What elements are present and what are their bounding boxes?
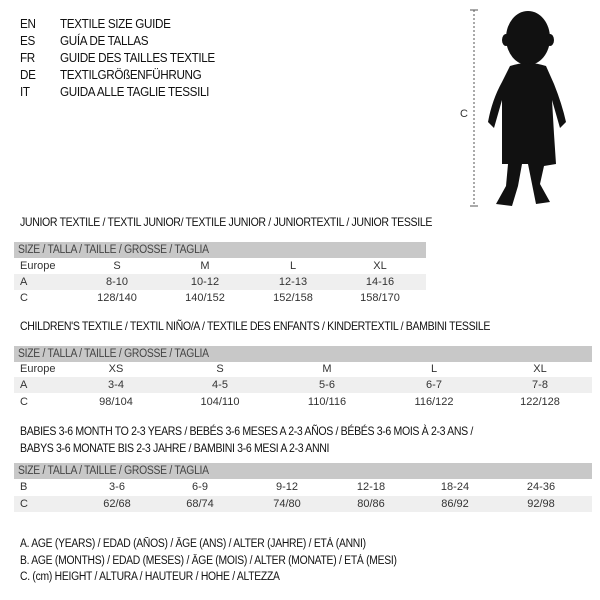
child-silhouette-icon bbox=[470, 9, 566, 207]
junior-title: JUNIOR TEXTILE / TEXTIL JUNIOR/ TEXTILE … bbox=[20, 215, 433, 229]
row-label: C bbox=[20, 396, 28, 408]
cell: 7-8 bbox=[532, 379, 548, 391]
cell: S bbox=[216, 363, 224, 375]
cell: XL bbox=[373, 260, 387, 272]
lang-code: IT bbox=[20, 84, 30, 99]
height-label: C bbox=[460, 108, 468, 120]
cell: 104/110 bbox=[200, 396, 240, 408]
cell: 14-16 bbox=[365, 276, 395, 288]
cell: 86/92 bbox=[441, 498, 469, 510]
table-row: Europe S M L XL bbox=[14, 258, 426, 274]
cell: S bbox=[113, 260, 121, 272]
cell: 92/98 bbox=[527, 498, 555, 510]
cell: 98/104 bbox=[99, 396, 133, 408]
lang-code: DE bbox=[20, 67, 36, 82]
babies-title-line1: BABIES 3-6 MONTH TO 2-3 YEARS / BEBÉS 3-… bbox=[20, 424, 473, 438]
table-row: C 128/140 140/152 152/158 158/170 bbox=[14, 290, 426, 306]
cell: 10-12 bbox=[190, 276, 220, 288]
row-label: A bbox=[20, 379, 28, 391]
lang-code: FR bbox=[20, 50, 35, 65]
legend-item-a: A. AGE (YEARS) / EDAD (AÑOS) / ÂGE (ANS)… bbox=[20, 538, 366, 550]
table-row: A 3-4 4-5 5-6 6-7 7-8 bbox=[14, 377, 592, 393]
legend-item-b: B. AGE (MONTHS) / EDAD (MESES) / ÂGE (MO… bbox=[20, 555, 397, 567]
table-row: A 8-10 10-12 12-13 14-16 bbox=[14, 274, 426, 290]
cell: XL bbox=[533, 363, 547, 375]
cell: 74/80 bbox=[273, 498, 301, 510]
lang-code: EN bbox=[20, 16, 36, 31]
row-label: Europe bbox=[20, 260, 56, 272]
size-header: SIZE / TALLA / TAILLE / GRÖSSE / TAGLIA bbox=[18, 244, 209, 256]
cell: XS bbox=[108, 363, 124, 375]
cell: 62/68 bbox=[103, 498, 131, 510]
row-label: C bbox=[20, 292, 28, 304]
cell: 6-9 bbox=[192, 481, 208, 493]
size-header: SIZE / TALLA / TAILLE / GRÖSSE / TAGLIA bbox=[18, 348, 209, 360]
cell: 6-7 bbox=[426, 379, 442, 391]
cell: 12-18 bbox=[356, 481, 386, 493]
table-row: Europe XS S M L XL bbox=[14, 361, 592, 377]
cell: 12-13 bbox=[278, 276, 308, 288]
cell: 3-4 bbox=[108, 379, 124, 391]
size-header-bar: SIZE / TALLA / TAILLE / GRÖSSE / TAGLIA bbox=[14, 463, 592, 479]
row-label: C bbox=[20, 498, 28, 510]
cell: 128/140 bbox=[97, 292, 137, 304]
cell: 4-5 bbox=[212, 379, 228, 391]
cell: 68/74 bbox=[186, 498, 214, 510]
lang-title: TEXTILGRÖßENFÜHRUNG bbox=[60, 67, 202, 82]
cell: 80/86 bbox=[357, 498, 385, 510]
cell: 24-36 bbox=[526, 481, 556, 493]
babies-title-line2: BABYS 3-6 MONATE BIS 2-3 JAHRE / BAMBINI… bbox=[20, 441, 330, 455]
cell: 158/170 bbox=[360, 292, 400, 304]
cell: 5-6 bbox=[319, 379, 335, 391]
size-header: SIZE / TALLA / TAILLE / GRÖSSE / TAGLIA bbox=[18, 465, 209, 477]
table-row: C 62/68 68/74 74/80 80/86 86/92 92/98 bbox=[14, 496, 592, 512]
table-row: C 98/104 104/110 110/116 116/122 122/128 bbox=[14, 394, 592, 410]
cell: 110/116 bbox=[307, 396, 347, 408]
cell: L bbox=[430, 363, 438, 375]
row-label: Europe bbox=[20, 363, 56, 375]
cell: M bbox=[322, 363, 332, 375]
cell: 9-12 bbox=[275, 481, 299, 493]
size-header-bar: SIZE / TALLA / TAILLE / GRÖSSE / TAGLIA bbox=[14, 242, 426, 258]
legend-item-c: C. (cm) HEIGHT / ALTURA / HAUTEUR / HÖHE… bbox=[20, 571, 280, 583]
row-label: B bbox=[20, 481, 28, 493]
row-label: A bbox=[20, 276, 28, 288]
size-header-bar: SIZE / TALLA / TAILLE / GRÖSSE / TAGLIA bbox=[14, 346, 592, 362]
cell: 122/128 bbox=[520, 396, 560, 408]
cell: 152/158 bbox=[273, 292, 313, 304]
table-row: B 3-6 6-9 9-12 12-18 18-24 24-36 bbox=[14, 479, 592, 495]
cell: 8-10 bbox=[105, 276, 129, 288]
cell: 116/122 bbox=[414, 396, 454, 408]
lang-title: GUIDA ALLE TAGLIE TESSILI bbox=[60, 84, 210, 99]
lang-title: GUIDE DES TAILLES TEXTILE bbox=[60, 50, 215, 65]
cell: 18-24 bbox=[440, 481, 470, 493]
cell: 3-6 bbox=[109, 481, 125, 493]
lang-title: GUÍA DE TALLAS bbox=[60, 33, 149, 48]
cell: 140/152 bbox=[185, 292, 225, 304]
lang-title: TEXTILE SIZE GUIDE bbox=[60, 16, 171, 31]
cell: M bbox=[200, 260, 210, 272]
children-title: CHILDREN'S TEXTILE / TEXTIL NIÑO/A / TEX… bbox=[20, 319, 491, 333]
cell: L bbox=[289, 260, 297, 272]
lang-code: ES bbox=[20, 33, 35, 48]
